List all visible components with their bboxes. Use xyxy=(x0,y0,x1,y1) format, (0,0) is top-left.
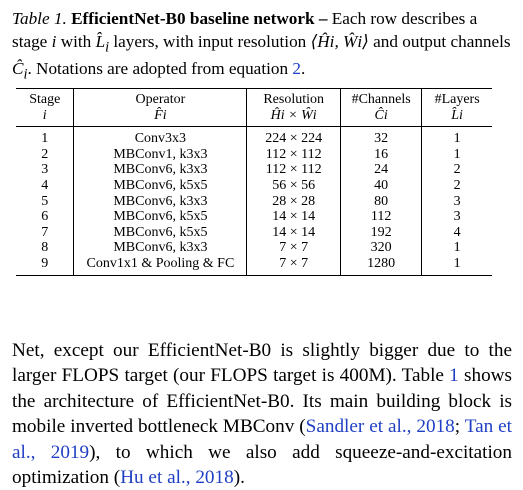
cell-stage: 1 xyxy=(16,126,75,147)
cell-channels: 320 xyxy=(340,240,423,256)
caption-math-layers: L̂ xyxy=(95,31,106,51)
cell-operator: MBConv6, k3x3 xyxy=(73,240,248,256)
cell-layers: 1 xyxy=(421,255,492,276)
subheader-operator: F̂i xyxy=(73,107,248,128)
caption-text: and output channels xyxy=(368,31,511,51)
caption-label: Table 1. xyxy=(12,9,67,28)
citation-link-tan[interactable]: Tan et al., 2019 xyxy=(12,416,512,463)
caption-text: layers, with input resolution xyxy=(109,31,311,51)
cell-channels: 40 xyxy=(340,177,423,194)
header-resolution: Resolution xyxy=(246,87,342,108)
cell-layers: 3 xyxy=(453,209,461,225)
cell-channels: 80 xyxy=(340,193,423,210)
header-layers: #Layers xyxy=(421,87,492,108)
caption-math-sub: i xyxy=(23,66,28,83)
cell-operator: MBConv6, k5x5 xyxy=(73,177,248,194)
cell-stage: 8 xyxy=(16,240,75,256)
caption-text: . xyxy=(300,59,306,79)
table-subheader-row: i F̂i Ĥi × Ŵi Ĉi L̂i xyxy=(16,107,492,128)
subheader-stage: i xyxy=(16,107,75,128)
table-row: 8 MBConv6, k3x3 7 × 7 320 1 xyxy=(16,240,492,256)
architecture-table: Stage Operator Resolution #Channels #Lay… xyxy=(16,87,492,276)
citation-separator: ; xyxy=(454,416,465,438)
body-text-span: Net, except our EfficientNet-B0 is sligh… xyxy=(12,340,512,387)
caption-text: Each row describes a stage xyxy=(12,9,478,51)
header-channels: #Channels xyxy=(340,87,423,108)
table-caption: Table 1. EfficientNet-B0 baseline networ… xyxy=(12,8,512,86)
cell-operator: Conv3x3 xyxy=(73,126,248,147)
cell-resolution: 7 × 7 xyxy=(246,240,342,256)
cell-channels: 24 xyxy=(340,162,423,178)
cell-layers: 1 xyxy=(453,131,461,147)
caption-math-resolution: ⟨Ĥi, Ŵi⟩ xyxy=(310,31,369,51)
subheader-layers: L̂i xyxy=(421,107,492,128)
header-operator: Operator xyxy=(73,87,248,108)
cell-resolution: 112 × 112 xyxy=(246,162,342,178)
cell-operator: MBConv6, k5x5 xyxy=(73,224,248,241)
body-paragraph: Net, except our EfficientNet-B0 is sligh… xyxy=(12,338,512,490)
cell-layers: 1 xyxy=(453,146,461,162)
body-text-span: ). xyxy=(233,467,245,489)
caption-math-i: i xyxy=(51,31,57,51)
table-ref-link[interactable]: 1 xyxy=(449,365,459,387)
subheader-resolution: Ĥi × Ŵi xyxy=(246,107,342,128)
cell-resolution: 14 × 14 xyxy=(246,209,342,225)
cell-resolution: 7 × 7 xyxy=(246,255,342,276)
cell-stage: 7 xyxy=(16,224,75,241)
cell-stage: 2 xyxy=(16,146,75,163)
cell-stage: 9 xyxy=(16,255,75,276)
cell-channels: 32 xyxy=(340,126,423,147)
cell-channels: 112 xyxy=(340,209,423,225)
header-stage: Stage xyxy=(16,87,75,108)
cell-channels: 192 xyxy=(340,224,423,241)
cell-layers: 1 xyxy=(453,240,461,256)
cell-layers: 4 xyxy=(453,224,461,240)
cell-operator: Conv1x1 & Pooling & FC xyxy=(73,255,248,276)
caption-title: EfficientNet-B0 baseline network – xyxy=(71,9,328,28)
subheader-channels: Ĉi xyxy=(340,107,423,128)
cell-layers: 2 xyxy=(453,177,461,193)
cell-channels: 1280 xyxy=(340,255,423,276)
caption-text: . Notations are adopted from equation xyxy=(27,59,293,79)
cell-stage: 5 xyxy=(16,193,75,210)
citation-link-hu[interactable]: Hu et al., 2018 xyxy=(120,467,234,489)
table-row: 1 Conv3x3 224 × 224 32 1 xyxy=(16,126,492,147)
cell-stage: 4 xyxy=(16,177,75,194)
cell-operator: MBConv6, k3x3 xyxy=(73,193,248,210)
table-row: 9 Conv1x1 & Pooling & FC 7 × 7 1280 1 xyxy=(16,255,492,276)
cell-resolution: 56 × 56 xyxy=(246,177,342,194)
citation-link-sandler[interactable]: Sandler et al., 2018 xyxy=(305,416,455,438)
caption-math-channels: Ĉ xyxy=(12,59,24,79)
table-row: 4 MBConv6, k5x5 56 × 56 40 2 xyxy=(16,177,492,194)
table-header-row: Stage Operator Resolution #Channels #Lay… xyxy=(16,87,492,108)
cell-resolution: 28 × 28 xyxy=(246,193,342,210)
table-row: 2 MBConv1, k3x3 112 × 112 16 1 xyxy=(16,146,492,163)
cell-operator: MBConv6, k3x3 xyxy=(73,162,248,178)
cell-operator: MBConv6, k5x5 xyxy=(73,209,248,225)
cell-stage: 3 xyxy=(16,162,75,178)
table-row: 5 MBConv6, k3x3 28 × 28 80 3 xyxy=(16,193,492,210)
cell-layers: 3 xyxy=(453,193,461,209)
cell-resolution: 224 × 224 xyxy=(246,126,342,147)
equation-ref-link[interactable]: 2 xyxy=(292,59,301,79)
table-row: 7 MBConv6, k5x5 14 × 14 192 4 xyxy=(16,224,492,241)
table-row: 3 MBConv6, k3x3 112 × 112 24 2 xyxy=(16,162,492,178)
body-text-span: shows the architecture of EfficientNet-B… xyxy=(12,365,512,438)
caption-text: with xyxy=(56,31,96,51)
cell-resolution: 112 × 112 xyxy=(246,146,342,163)
cell-layers: 2 xyxy=(453,162,461,178)
cell-resolution: 14 × 14 xyxy=(246,224,342,241)
cell-channels: 16 xyxy=(340,146,423,163)
table-row: 6 MBConv6, k5x5 14 × 14 112 3 xyxy=(16,209,492,225)
cell-stage: 6 xyxy=(16,209,75,225)
body-text-span: ), to which we also add squeeze-and-exci… xyxy=(12,441,512,489)
caption-math-sub: i xyxy=(105,38,110,55)
cell-operator: MBConv1, k3x3 xyxy=(73,146,248,163)
